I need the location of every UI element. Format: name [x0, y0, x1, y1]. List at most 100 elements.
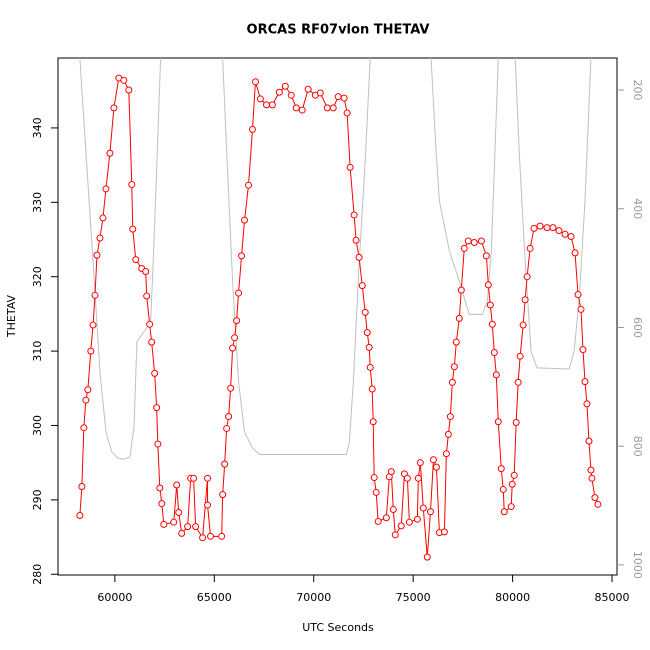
data-point: [561, 230, 569, 238]
data-point: [594, 500, 602, 508]
data-point: [153, 404, 161, 412]
data-point: [227, 384, 235, 392]
x-tick-label: 80000: [495, 591, 530, 604]
data-point: [129, 225, 137, 233]
y2-tick-label: 200: [631, 80, 644, 101]
data-point: [591, 494, 599, 502]
data-point: [521, 296, 529, 304]
data-point: [363, 328, 371, 336]
data-point: [526, 244, 534, 252]
data-point: [102, 185, 110, 193]
data-point: [482, 252, 490, 260]
data-point: [583, 400, 591, 408]
data-point: [455, 314, 463, 322]
data-point: [574, 291, 582, 299]
data-point: [372, 488, 380, 496]
y2-tick-label: 400: [631, 198, 644, 219]
data-point: [156, 484, 164, 492]
data-point: [423, 553, 431, 561]
data-point: [477, 237, 485, 245]
y-tick-label: 290: [31, 489, 44, 510]
data-point: [93, 251, 101, 259]
data-point: [413, 515, 421, 523]
pressure-line: [79, 57, 592, 460]
data-point: [426, 508, 434, 516]
y-axis-label: THETAV: [5, 294, 18, 338]
data-point: [510, 471, 518, 479]
data-point: [497, 465, 505, 473]
data-point: [256, 95, 264, 103]
data-point: [494, 418, 502, 426]
data-point: [340, 94, 348, 102]
data-point: [446, 413, 454, 421]
data-point: [160, 520, 168, 528]
data-point: [142, 267, 150, 275]
y-tick-label: 310: [31, 341, 44, 362]
data-point: [530, 224, 538, 232]
data-point: [470, 238, 478, 246]
y2-tick-label: 600: [631, 317, 644, 338]
data-point: [488, 320, 496, 328]
data-point: [248, 125, 256, 133]
data-point: [464, 237, 472, 245]
data-point: [519, 321, 527, 329]
data-point: [298, 106, 306, 114]
data-point: [231, 334, 239, 342]
data-point: [334, 93, 342, 101]
y-tick-label: 330: [31, 192, 44, 213]
data-point: [523, 273, 531, 281]
data-point: [323, 104, 331, 112]
data-point: [368, 385, 376, 393]
data-point: [512, 419, 520, 427]
data-point: [268, 101, 276, 109]
data-point: [281, 82, 289, 90]
data-point: [397, 522, 405, 530]
data-point: [514, 378, 522, 386]
data-point: [382, 514, 390, 522]
data-point: [80, 424, 88, 432]
data-point: [516, 352, 524, 360]
data-point: [414, 474, 422, 482]
x-axis-label: UTC Seconds: [302, 621, 374, 634]
data-point: [178, 529, 186, 537]
data-point: [99, 214, 107, 222]
data-point: [82, 396, 90, 404]
data-point: [225, 413, 233, 421]
x-tick-label: 65000: [197, 591, 232, 604]
data-point: [499, 485, 507, 493]
data-point: [361, 308, 369, 316]
data-point: [492, 371, 500, 379]
data-point: [507, 503, 515, 511]
data-point: [403, 474, 411, 482]
data-point: [218, 532, 226, 540]
x-tick-label: 85000: [595, 591, 630, 604]
data-point: [416, 459, 424, 467]
data-point: [585, 437, 593, 445]
data-point: [292, 104, 300, 112]
data-point: [387, 468, 395, 476]
data-point: [154, 440, 162, 448]
data-point: [352, 236, 360, 244]
data-point: [143, 292, 151, 300]
y-tick-label: 300: [31, 415, 44, 436]
data-point: [251, 78, 259, 86]
data-point: [450, 363, 458, 371]
data-point: [76, 511, 84, 519]
data-point: [151, 369, 159, 377]
data-point: [432, 463, 440, 471]
data-point: [158, 500, 166, 508]
data-point: [204, 474, 212, 482]
y-tick-label: 280: [31, 564, 44, 585]
data-point: [238, 252, 246, 260]
y2-tick-label: 800: [631, 436, 644, 457]
data-point: [508, 480, 516, 488]
data-point: [429, 456, 437, 464]
data-point: [343, 109, 351, 117]
x-tick-label: 60000: [97, 591, 132, 604]
data-point: [365, 343, 373, 351]
data-point: [170, 518, 178, 526]
data-point: [128, 180, 136, 188]
data-point: [587, 466, 595, 474]
data-point: [91, 291, 99, 299]
